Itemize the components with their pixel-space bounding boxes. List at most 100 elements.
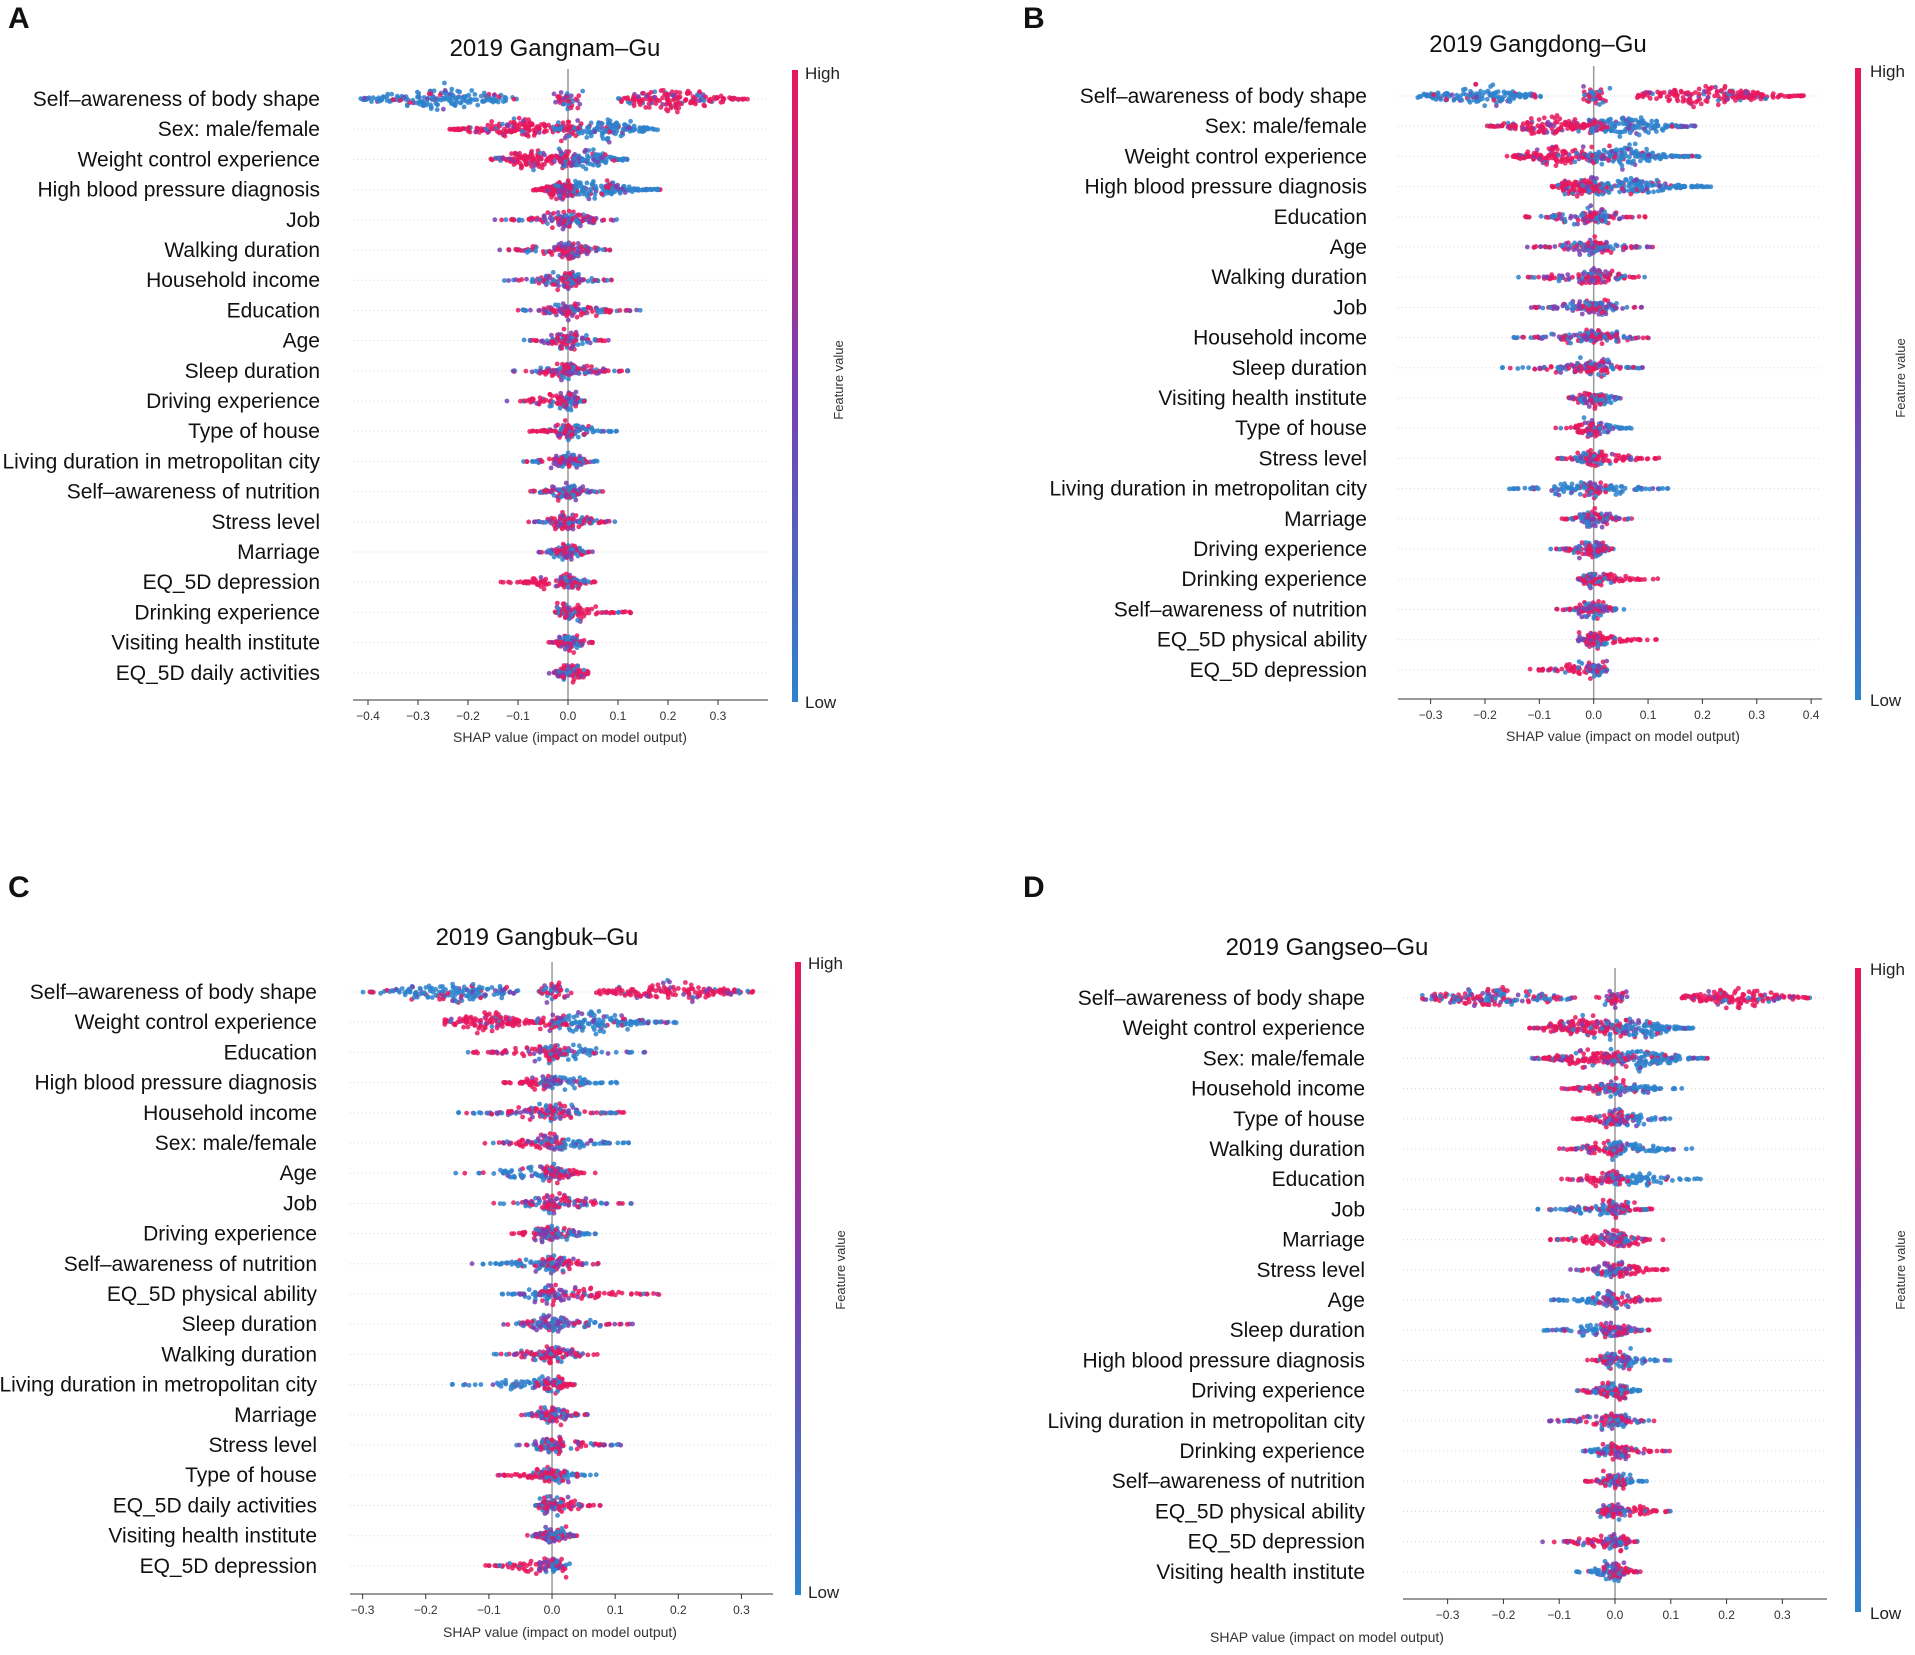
shap-point: [1482, 103, 1488, 109]
shap-point: [455, 95, 461, 101]
shap-point: [551, 485, 557, 490]
shap-point: [545, 156, 551, 161]
shap-point: [517, 150, 522, 156]
shap-point: [1616, 276, 1622, 281]
shap-point: [511, 116, 517, 122]
shap-point: [556, 302, 561, 308]
shap-point: [1609, 268, 1615, 274]
shap-point: [601, 369, 606, 374]
shap-point: [453, 126, 459, 132]
shap-point: [1588, 157, 1594, 163]
shap-point: [577, 101, 583, 107]
shap-point: [1608, 250, 1614, 255]
shap-point: [1569, 155, 1575, 161]
shap-point: [458, 99, 464, 105]
shap-point: [1696, 86, 1702, 92]
shap-point: [1673, 185, 1679, 190]
x-tick-label: 0.2: [660, 709, 677, 723]
shap-point: [568, 186, 574, 192]
shap-point: [1418, 94, 1424, 99]
shap-point: [557, 127, 563, 133]
shap-point: [489, 119, 495, 124]
shap-point: [584, 339, 590, 345]
shap-point: [526, 519, 532, 525]
shap-point: [569, 431, 574, 437]
shap-point: [586, 126, 591, 132]
shap-point: [523, 159, 529, 165]
shap-point: [573, 133, 579, 139]
shap-point: [609, 277, 614, 283]
shap-point: [524, 276, 529, 282]
shap-point: [1536, 129, 1542, 135]
shap-point: [574, 423, 580, 428]
shap-point: [1491, 97, 1497, 103]
shap-point: [1625, 146, 1631, 152]
shap-point: [573, 400, 578, 405]
shap-point: [510, 368, 516, 374]
shap-point: [389, 91, 395, 97]
shap-point: [1525, 274, 1531, 280]
shap-point: [635, 186, 641, 192]
shap-point: [587, 520, 592, 525]
shap-point: [517, 123, 523, 128]
shap-point: [1619, 116, 1625, 121]
shap-point: [441, 106, 446, 112]
shap-point: [599, 130, 605, 136]
shap-point: [584, 180, 590, 186]
shap-point: [1779, 92, 1784, 98]
shap-point: [1657, 91, 1663, 97]
shap-point: [447, 94, 452, 100]
shap-point: [557, 94, 563, 100]
shap-point: [557, 308, 562, 314]
shap-point: [1677, 123, 1683, 129]
shap-point: [569, 305, 574, 310]
feature-label: EQ_5D depression: [143, 571, 320, 594]
shap-point: [1715, 93, 1721, 99]
shap-point: [1555, 147, 1560, 152]
shap-point: [572, 338, 578, 344]
shap-point: [433, 100, 439, 106]
shap-point: [572, 152, 578, 157]
shap-point: [557, 634, 562, 640]
shap-point: [502, 94, 508, 100]
shap-point: [613, 131, 618, 137]
shap-point: [1589, 245, 1594, 251]
shap-point: [604, 178, 610, 184]
shap-point: [1592, 234, 1598, 240]
shap-point: [1590, 305, 1595, 311]
shap-point: [575, 428, 581, 434]
shap-point: [637, 98, 643, 103]
shap-point: [1588, 175, 1594, 180]
shap-point: [575, 118, 581, 123]
shap-point: [1672, 88, 1678, 93]
shap-point: [549, 393, 555, 399]
shap-point: [485, 122, 491, 128]
feature-row-points: [1528, 297, 1645, 317]
shap-point: [1722, 83, 1728, 89]
shap-point: [655, 187, 661, 192]
shap-point: [1642, 274, 1647, 280]
shap-point: [551, 307, 557, 313]
colorbar-low-label: Low: [1870, 691, 1902, 710]
shap-point: [541, 578, 547, 584]
shap-point: [575, 672, 580, 678]
shap-point: [580, 548, 585, 554]
colorbar: [792, 70, 798, 702]
shap-point: [1628, 191, 1634, 197]
shap-point: [561, 209, 567, 215]
feature-row-points: [515, 301, 643, 323]
shap-point: [561, 101, 567, 107]
shap-point: [1531, 92, 1537, 97]
shap-point: [1793, 93, 1799, 99]
shap-point: [563, 480, 569, 486]
shap-point: [1679, 184, 1685, 190]
shap-point: [499, 155, 505, 161]
shap-point: [562, 418, 568, 423]
shap-point: [1576, 272, 1581, 277]
shap-point: [557, 252, 563, 258]
shap-point: [1712, 93, 1717, 99]
shap-point: [584, 157, 589, 162]
colorbar-feature-label: Feature value: [831, 340, 846, 420]
shap-point: [584, 251, 590, 257]
shap-point: [573, 96, 579, 102]
